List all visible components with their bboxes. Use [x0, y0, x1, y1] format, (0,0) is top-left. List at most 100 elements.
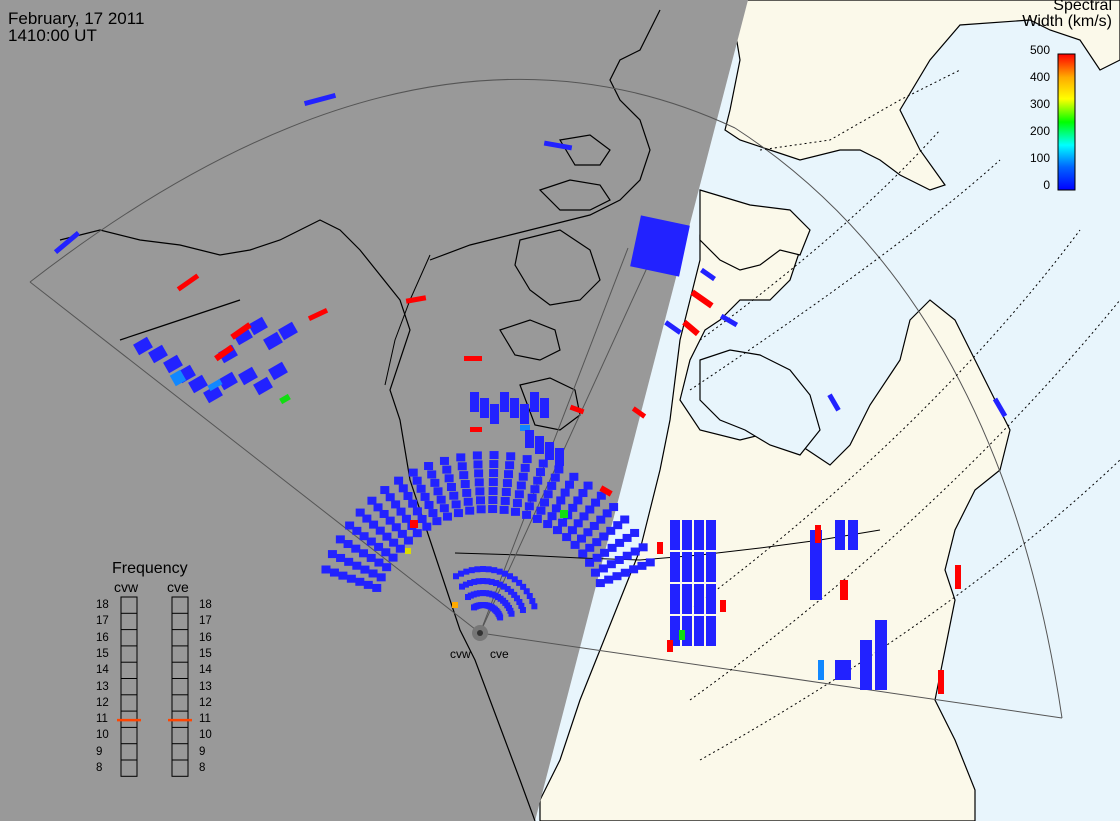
- radar-cell: [645, 558, 655, 567]
- radar-cell: [382, 532, 392, 541]
- radar-cell: [600, 548, 610, 557]
- frequency-level-label: 14: [199, 664, 212, 677]
- frequency-level-label: 11: [199, 713, 211, 726]
- radar-cell: [420, 492, 430, 501]
- radar-cell: [452, 602, 458, 608]
- radar-cell: [491, 567, 498, 574]
- radar-cell: [694, 552, 704, 582]
- frequency-level-label: 13: [96, 680, 109, 693]
- radar-cell: [682, 616, 692, 646]
- colorbar-tick-label: 400: [1029, 70, 1050, 84]
- radar-cell: [473, 460, 483, 469]
- radar-cell: [499, 505, 509, 514]
- radar-cell: [591, 498, 601, 507]
- frequency-level-label: 17: [199, 615, 212, 628]
- radar-cell: [508, 610, 515, 617]
- radar-cell: [417, 515, 427, 524]
- radar-cell: [516, 579, 523, 586]
- radar-cell: [606, 526, 616, 535]
- radar-cell: [489, 469, 499, 478]
- radar-cell: [489, 451, 499, 460]
- radar-cell: [706, 520, 716, 550]
- radar-cell: [540, 398, 549, 418]
- radar-cell: [577, 534, 587, 543]
- radar-cell: [403, 491, 413, 500]
- radar-cell: [492, 580, 499, 587]
- radar-cell: [543, 140, 573, 151]
- radar-cell: [511, 591, 518, 598]
- radar-site: [472, 625, 488, 641]
- radar-cell: [488, 578, 495, 585]
- radar-cell: [336, 553, 346, 562]
- radar-cell: [552, 526, 562, 535]
- radar-cell: [585, 543, 595, 552]
- radar-cell: [578, 549, 588, 558]
- radar-cell: [362, 514, 372, 523]
- radar-cell: [533, 476, 543, 485]
- night-terminator: [0, 0, 748, 821]
- radar-cell: [474, 566, 481, 573]
- radar-cell: [459, 583, 465, 590]
- radar-cell: [53, 230, 81, 255]
- radar-cell: [474, 469, 484, 478]
- radar-cell: [368, 569, 378, 578]
- radar-cell: [700, 267, 716, 282]
- radar-cell: [218, 371, 238, 391]
- radar-cell: [520, 404, 529, 424]
- radar-cell: [412, 476, 422, 485]
- colorbar-tick-label: 200: [1029, 124, 1050, 138]
- radar-cell: [827, 393, 841, 412]
- radar-cell: [338, 571, 348, 580]
- radar-cell: [607, 543, 617, 552]
- radar-cell: [562, 533, 572, 542]
- radar-cell: [507, 573, 513, 580]
- radar-cell: [344, 557, 354, 566]
- radar-cell: [307, 308, 329, 321]
- radar-cell: [432, 517, 442, 526]
- radar-cell: [536, 506, 546, 515]
- radar-cell: [664, 320, 682, 335]
- radar-cell: [578, 489, 588, 498]
- radar-cell: [376, 573, 386, 582]
- radar-cell: [694, 584, 704, 614]
- radar-cell: [569, 404, 585, 415]
- radar-cell: [875, 620, 887, 690]
- radar-cell: [373, 503, 383, 512]
- frequency-level-label: 10: [199, 729, 212, 742]
- radar-cell: [500, 392, 509, 412]
- radar-cell: [516, 599, 523, 605]
- radar-cell: [592, 538, 602, 547]
- radar-cell: [598, 564, 608, 573]
- radar-cell: [531, 603, 538, 610]
- radar-cell: [473, 590, 480, 597]
- radar-cell: [375, 526, 385, 535]
- radar-cell: [395, 544, 405, 553]
- radar-cell: [480, 566, 486, 572]
- radar-cell: [343, 540, 353, 549]
- radar-cell: [501, 570, 508, 577]
- radar-cell: [585, 505, 595, 514]
- frequency-level-label: 10: [96, 729, 109, 742]
- radar-cell: [596, 515, 606, 524]
- radar-cell: [497, 614, 504, 621]
- radar-cell: [489, 460, 499, 469]
- radar-cell: [467, 580, 474, 587]
- colorbar-tick-label: 0: [1043, 178, 1050, 192]
- radar-cell: [379, 509, 389, 518]
- radar-cell: [631, 406, 647, 419]
- radar-cell: [501, 488, 511, 497]
- radar-cell: [470, 427, 482, 432]
- radar-cell: [352, 561, 362, 570]
- radar-cell: [372, 583, 382, 592]
- radar-cell: [529, 598, 536, 605]
- radar-cell: [530, 485, 540, 494]
- radar-cell: [476, 496, 486, 505]
- radar-cell: [214, 344, 234, 362]
- radar-cell: [573, 496, 583, 505]
- radar-cell: [346, 574, 356, 583]
- radar-cell: [355, 577, 365, 586]
- radar-cell: [463, 568, 470, 575]
- radar-cell: [374, 542, 384, 551]
- radar-cell: [451, 500, 461, 509]
- radar-cell: [410, 520, 418, 528]
